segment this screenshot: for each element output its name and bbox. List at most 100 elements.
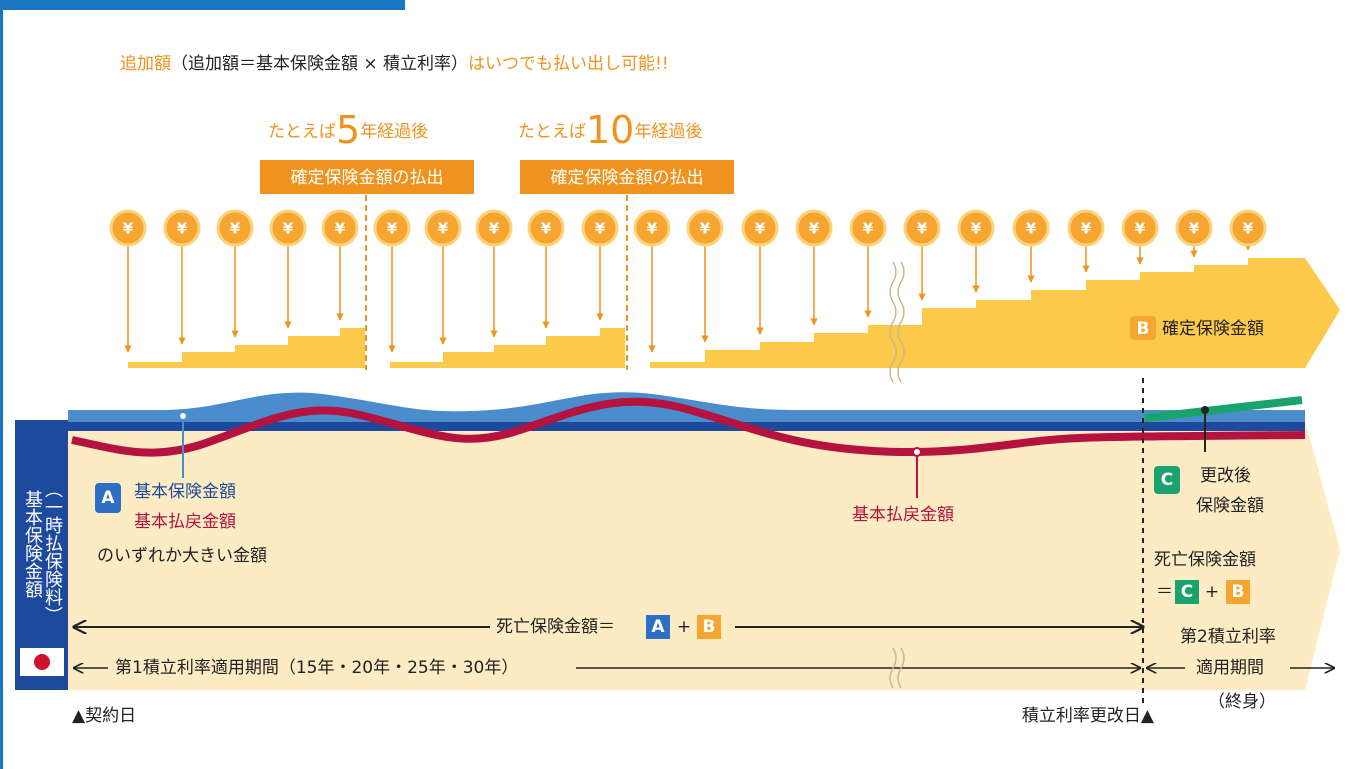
renewed-line2: 保険金額 [1196, 496, 1264, 516]
badge [520, 160, 734, 194]
letter-box [1154, 466, 1180, 494]
stairs [390, 328, 625, 368]
coin-symbol: ¥ [863, 220, 874, 238]
header: 追加額（追加額＝基本保険金額 × 積立利率）はいつでも払い出し可能!! [120, 54, 669, 74]
coin [581, 209, 619, 247]
period1: 第1積立利率適用期間（15年・20年・25年・30年） [115, 658, 518, 678]
coin [269, 209, 307, 247]
renewed-line1: 更改後 [1200, 466, 1251, 486]
coin [1121, 209, 1159, 247]
years: 10 [586, 108, 634, 152]
renewed-line [1144, 396, 1303, 422]
letter-box [95, 483, 121, 513]
years: 5 [336, 108, 360, 152]
coin [1067, 209, 1105, 247]
letter: B [1232, 582, 1245, 602]
leader-dot [912, 447, 922, 457]
coin [527, 209, 565, 247]
letter-box [646, 615, 670, 639]
letter: B [1137, 319, 1150, 339]
example-10: たとえば10年経過後 [518, 108, 702, 152]
letter-box [1226, 580, 1250, 604]
letter: C [1161, 470, 1173, 490]
coin [1175, 209, 1213, 247]
basic-line [68, 422, 1305, 431]
letter-box [1175, 580, 1199, 604]
refund-line [71, 397, 1306, 457]
eq: ＝ [1156, 582, 1173, 602]
fixed-amount-label: 確定保険金額 [1162, 319, 1264, 339]
left-box-text: 基本保険金額 [22, 490, 43, 598]
coin-symbol: ¥ [647, 220, 658, 238]
coin [849, 209, 887, 247]
left-edge [0, 0, 3, 769]
example-5: たとえば5年経過後 [268, 108, 428, 152]
plus: + [677, 617, 691, 637]
prefix: たとえば [518, 122, 586, 142]
coin [795, 209, 833, 247]
coin [686, 209, 724, 247]
leader-dot [178, 411, 188, 421]
basic-line1: 基本保険金額 [134, 482, 236, 502]
coin-symbol: ¥ [1135, 220, 1146, 238]
coin-symbol: ¥ [809, 220, 820, 238]
coin-symbol: ¥ [335, 220, 346, 238]
coin-symbol: ¥ [755, 220, 766, 238]
period2-line2: 適用期間 [1196, 658, 1264, 678]
letter-box [1130, 316, 1156, 340]
refund-label: 基本払戻金額 [852, 505, 954, 525]
top-bar [0, 0, 405, 10]
stairs [128, 328, 365, 368]
plus: + [1205, 582, 1219, 602]
coin-symbol: ¥ [1189, 220, 1200, 238]
coin-symbol: ¥ [971, 220, 982, 238]
coin-symbol: ¥ [595, 220, 606, 238]
coin [424, 209, 462, 247]
coin-symbol: ¥ [123, 220, 134, 238]
coin-symbol: ¥ [1081, 220, 1092, 238]
break-mark [889, 647, 905, 689]
coin [1229, 209, 1267, 247]
leader-dot [1201, 406, 1209, 414]
coin [903, 209, 941, 247]
coin-symbol: ¥ [917, 220, 928, 238]
coin-symbol: ¥ [489, 220, 500, 238]
break-mark [889, 261, 905, 383]
coin [957, 209, 995, 247]
start-label: ▲契約日 [72, 706, 136, 726]
base-area [68, 420, 1340, 690]
coin [1012, 209, 1050, 247]
coin-symbol: ¥ [177, 220, 188, 238]
coin-symbol: ¥ [230, 220, 241, 238]
badge-text: 確定保険金額の払出 [551, 168, 704, 188]
coin [475, 209, 513, 247]
header-tail: はいつでも払い出し可能!! [468, 54, 669, 74]
coin [216, 209, 254, 247]
coin [163, 209, 201, 247]
coin-symbol: ¥ [1243, 220, 1254, 238]
letter: C [1181, 582, 1193, 602]
badge [260, 160, 474, 194]
left-box-text: （一時払保険料） [42, 480, 63, 624]
letter-box [697, 615, 721, 639]
coin-symbol: ¥ [283, 220, 294, 238]
stairs [650, 258, 1340, 368]
coin [321, 209, 359, 247]
left-box [15, 420, 68, 690]
basic-line3: のいずれか大きい金額 [97, 546, 267, 566]
coin-symbol: ¥ [387, 220, 398, 238]
period2-line3: （終身） [1208, 692, 1276, 712]
header-formula: （追加額＝基本保険金額 × 積立利率） [171, 54, 468, 74]
flag-dot [34, 654, 50, 670]
period2-line1: 第2積立利率 [1180, 627, 1276, 647]
coin [633, 209, 671, 247]
suffix: 年経過後 [360, 122, 428, 142]
death-right-title: 死亡保険金額 [1154, 550, 1256, 570]
coin-symbol: ¥ [541, 220, 552, 238]
letter: A [651, 617, 665, 637]
letter: A [101, 488, 115, 508]
coin [109, 209, 147, 247]
letter: B [703, 617, 716, 637]
death-main-label: 死亡保険金額＝ [496, 617, 615, 637]
